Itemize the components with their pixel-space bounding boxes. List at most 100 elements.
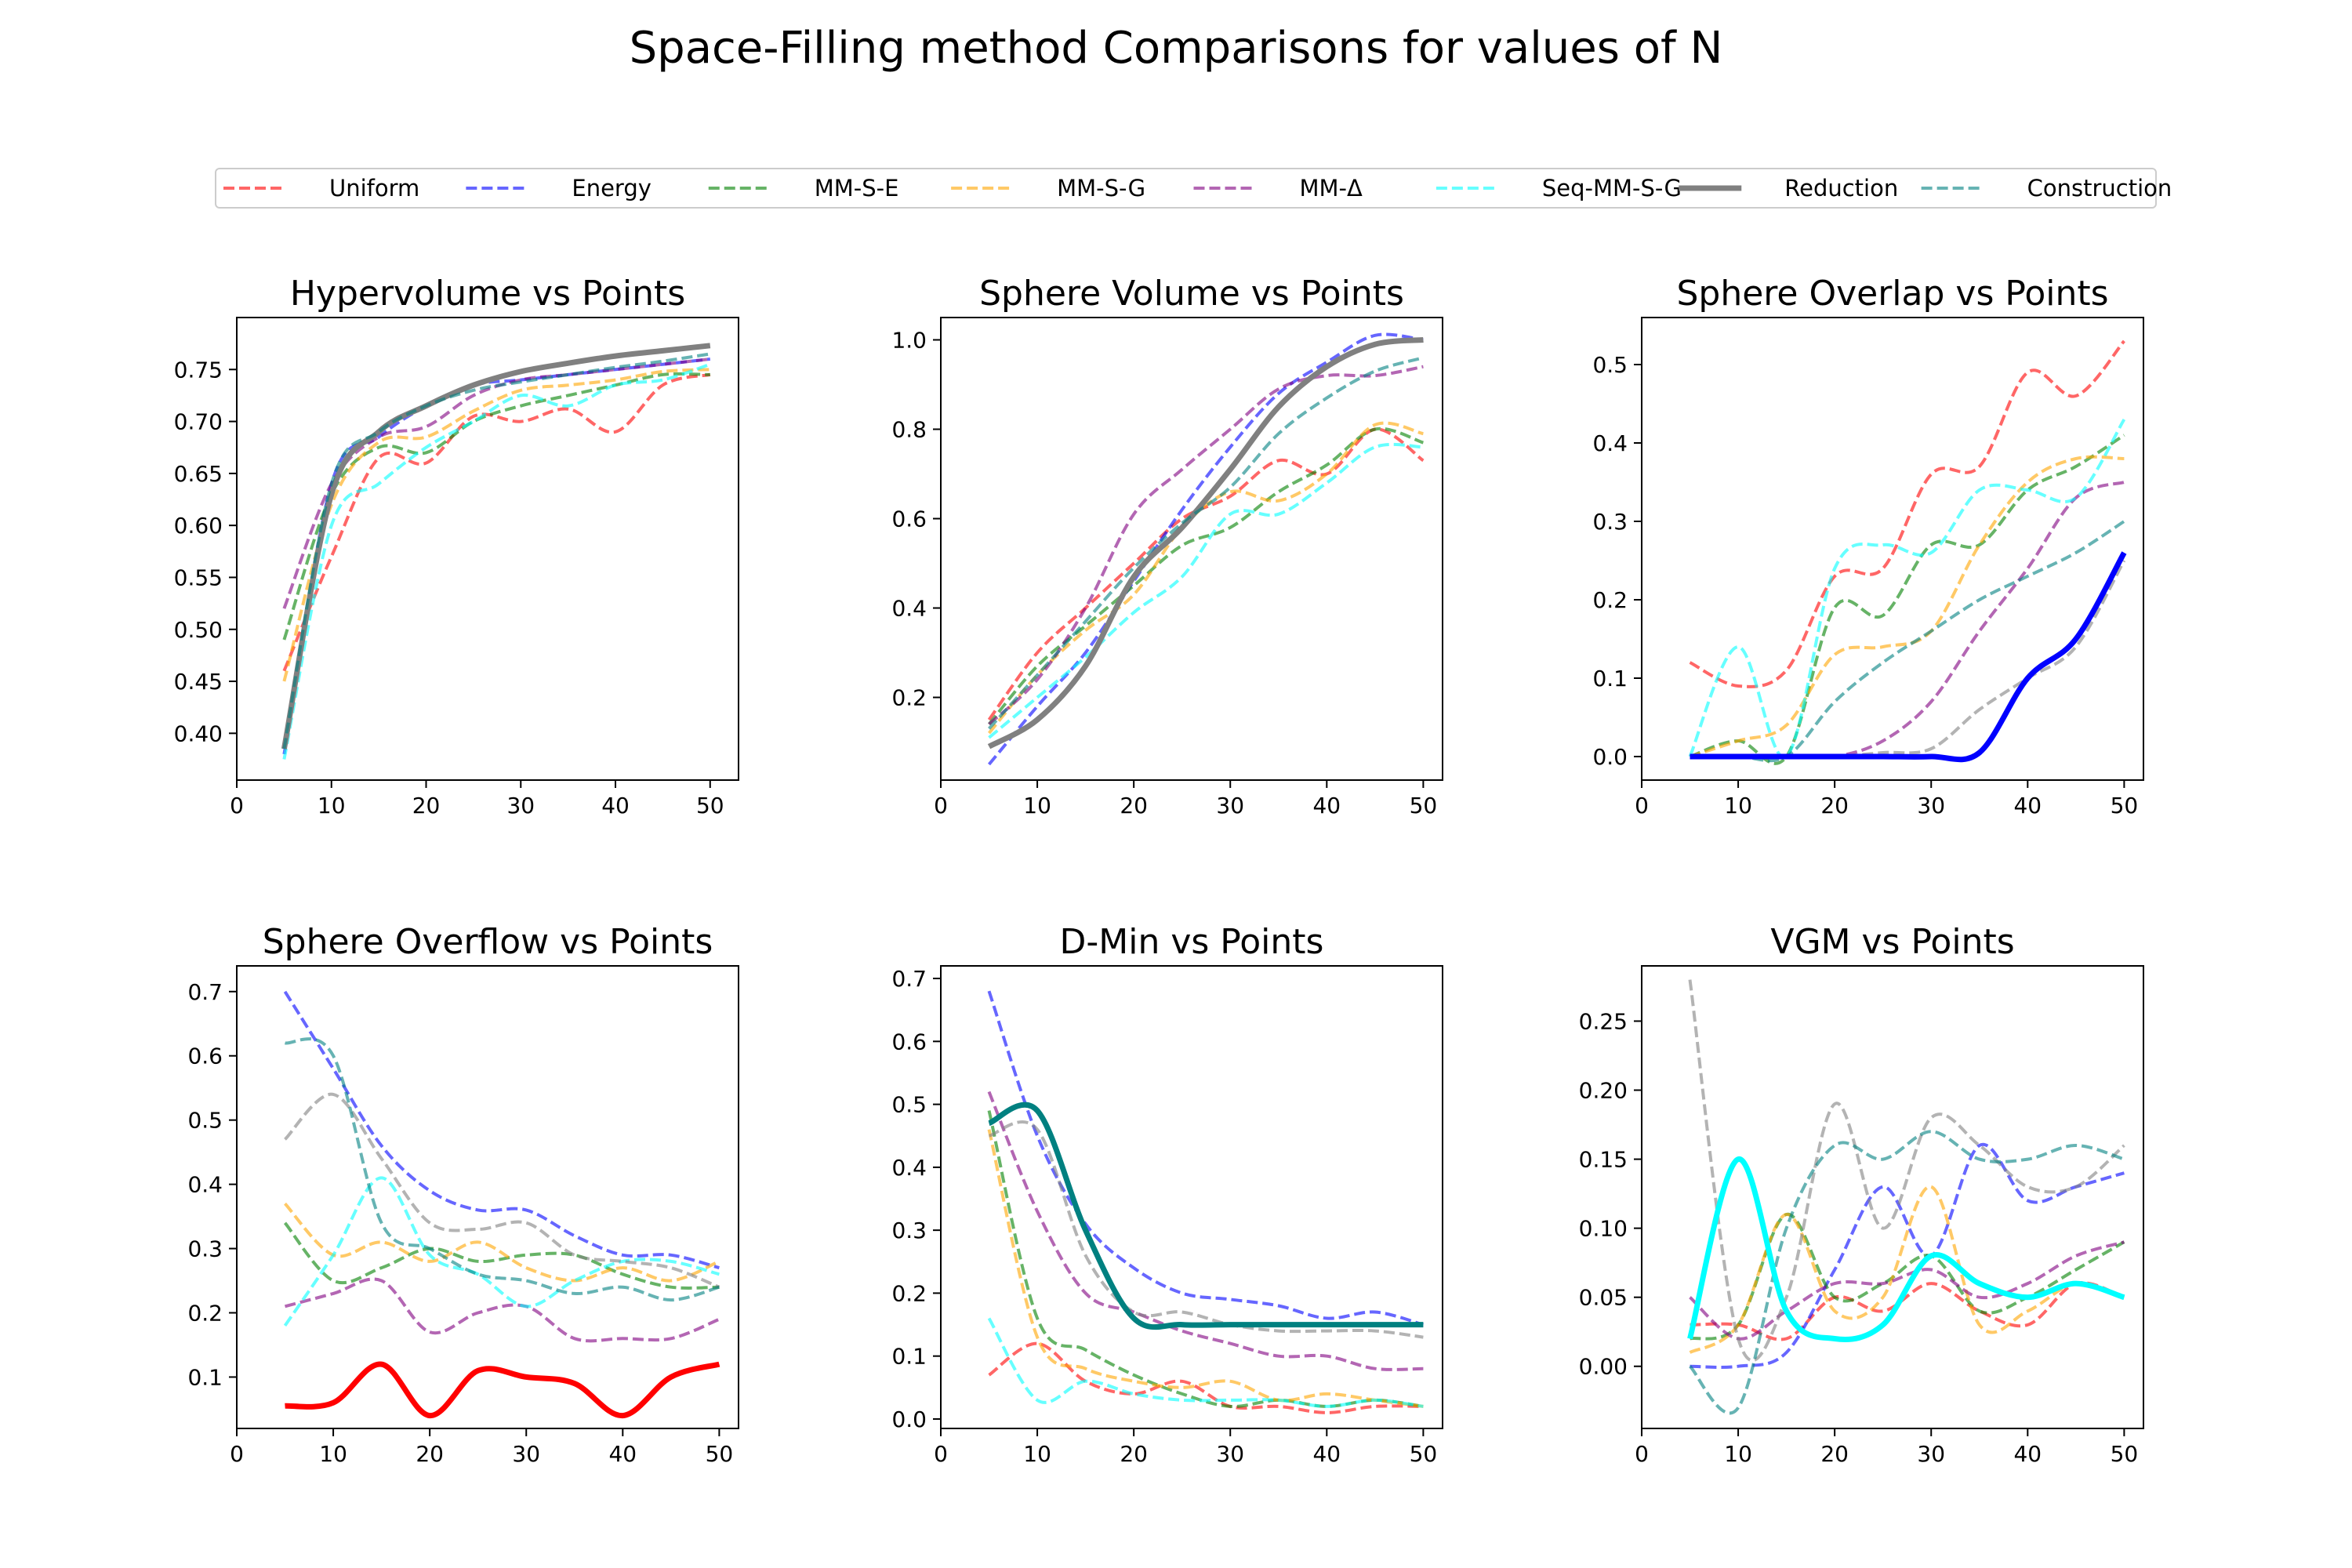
series-line-mm-s-g (284, 1202, 720, 1283)
y-tick-label: 0.3 (187, 1236, 223, 1262)
y-tick-label: 0.6 (891, 1029, 927, 1054)
series-lines (1688, 339, 2127, 765)
x-axis: 0 10 20 30 40 50 (934, 1428, 1437, 1467)
series-line-mm-s-g (282, 368, 710, 682)
legend-entry: Reduction (1679, 175, 1898, 201)
subplot: Hypervolume vs Points 0 10 20 30 40 50 0.40 0.45… (174, 274, 739, 818)
x-tick-label: 50 (1410, 1441, 1438, 1467)
x-tick-label: 0 (230, 1441, 244, 1467)
y-tick-label: 0.00 (1579, 1354, 1628, 1380)
subplot: VGM vs Points 0 10 20 30 40 50 0.00 0.05 0.10 0.15… (1579, 922, 2144, 1467)
series-line-mm-s-e (987, 1110, 1424, 1408)
legend-label: Reduction (1784, 175, 1898, 201)
x-axis: 0 10 20 30 40 50 (1635, 780, 2138, 818)
y-axis: 0.2 0.4 0.6 0.8 1.0 (891, 328, 941, 711)
series-line-mm-s-e (282, 372, 710, 641)
series-line-mm- (282, 358, 711, 609)
x-tick-label: 10 (318, 793, 346, 818)
x-tick-label: 20 (416, 1441, 444, 1467)
y-tick-label: 0.4 (1592, 430, 1628, 456)
y-tick-label: 0.15 (1579, 1147, 1628, 1173)
subplot-title: D-Min vs Points (1060, 922, 1324, 962)
y-tick-label: 0.1 (187, 1364, 223, 1390)
y-tick-label: 0.05 (1579, 1285, 1628, 1311)
y-tick-label: 0.4 (187, 1172, 223, 1198)
figure-title: Space-Filling method Comparisons for val… (630, 23, 1723, 74)
subplot: Sphere Volume vs Points 0 10 20 30 40 50 0.2 0.4… (891, 274, 1443, 818)
series-line-seq-mm-s-g (282, 362, 711, 760)
series-line-energy (283, 990, 720, 1270)
series-line-mm- (1689, 1240, 2125, 1341)
y-tick-label: 0.2 (1592, 587, 1628, 613)
legend-label: MM-S-E (815, 175, 899, 201)
legend-label: MM-S-G (1057, 175, 1145, 201)
series-line-reduction (281, 343, 711, 750)
x-tick-label: 40 (601, 793, 630, 818)
x-tick-label: 10 (1724, 1441, 1752, 1467)
y-tick-label: 0.40 (174, 720, 223, 746)
x-tick-label: 50 (706, 1441, 734, 1467)
series-line-mm-s-e (1689, 434, 2125, 765)
series-line-uniform (1690, 1281, 2125, 1341)
y-tick-label: 0.4 (891, 596, 927, 622)
x-tick-label: 20 (1120, 793, 1148, 818)
legend-label: Energy (572, 175, 652, 201)
legend-entry: MM-S-E (708, 175, 899, 201)
series-line-uniform (1689, 339, 2125, 688)
y-tick-label: 0.0 (1592, 744, 1628, 770)
x-tick-label: 40 (1312, 793, 1341, 818)
series-lines (283, 990, 720, 1419)
series-line-seq-mm-s-g (988, 442, 1424, 739)
x-tick-label: 20 (1820, 1441, 1849, 1467)
series-line-seq-mm-s-g (1687, 1156, 2125, 1343)
x-tick-label: 30 (1917, 793, 1945, 818)
plot-frame (940, 965, 1443, 1429)
x-axis: 0 10 20 30 40 50 (934, 780, 1437, 818)
series-lines (281, 343, 711, 760)
series-line-construction (284, 1037, 720, 1302)
x-tick-label: 50 (2111, 1441, 2139, 1467)
y-tick-label: 0.20 (1579, 1078, 1628, 1104)
y-axis: 0.00 0.05 0.10 0.15 0.20 0.25 (1579, 1008, 1642, 1380)
series-line-seq-mm-s-g (987, 1317, 1424, 1408)
x-tick-label: 50 (2111, 793, 2139, 818)
x-tick-label: 10 (1023, 793, 1051, 818)
x-tick-label: 30 (512, 1441, 540, 1467)
x-tick-label: 30 (1216, 793, 1244, 818)
y-tick-label: 0.0 (891, 1406, 927, 1432)
series-line-reduction (284, 1092, 720, 1289)
x-tick-label: 10 (319, 1441, 347, 1467)
legend-label: Construction (2027, 175, 2172, 201)
y-tick-label: 0.5 (187, 1108, 223, 1134)
plot-frame (236, 317, 739, 781)
series-line-mm-s-e (987, 426, 1425, 725)
x-tick-label: 10 (1724, 793, 1752, 818)
legend: Uniform Energy MM-S-E MM-S-G MM-Δ Seq-MM-S-G R… (215, 168, 2172, 209)
plot-frame (1641, 317, 2144, 781)
x-tick-label: 50 (1410, 793, 1438, 818)
series-line-mm-s-g (987, 1129, 1424, 1408)
series-line-uniform (285, 1361, 720, 1419)
x-tick-label: 50 (696, 793, 724, 818)
series-line-construction (988, 356, 1424, 730)
x-tick-label: 20 (1120, 1441, 1148, 1467)
series-line-reduction (1688, 979, 2125, 1363)
x-tick-label: 0 (230, 793, 244, 818)
series-line-energy (987, 332, 1424, 766)
y-tick-label: 0.5 (1592, 352, 1628, 378)
subplot-title: Hypervolume vs Points (290, 274, 685, 314)
y-tick-label: 0.1 (1592, 666, 1628, 691)
series-line-construction (1690, 520, 2125, 763)
series-line-uniform (987, 427, 1425, 721)
x-tick-label: 0 (1635, 793, 1649, 818)
y-tick-label: 0.50 (174, 617, 223, 643)
x-tick-label: 20 (412, 793, 441, 818)
plot-frame (1641, 965, 2144, 1429)
x-tick-label: 40 (2013, 793, 2042, 818)
series-line-reduction (1690, 560, 2126, 759)
y-tick-label: 0.75 (174, 357, 223, 383)
x-tick-label: 0 (934, 793, 948, 818)
y-tick-label: 0.7 (891, 966, 927, 992)
